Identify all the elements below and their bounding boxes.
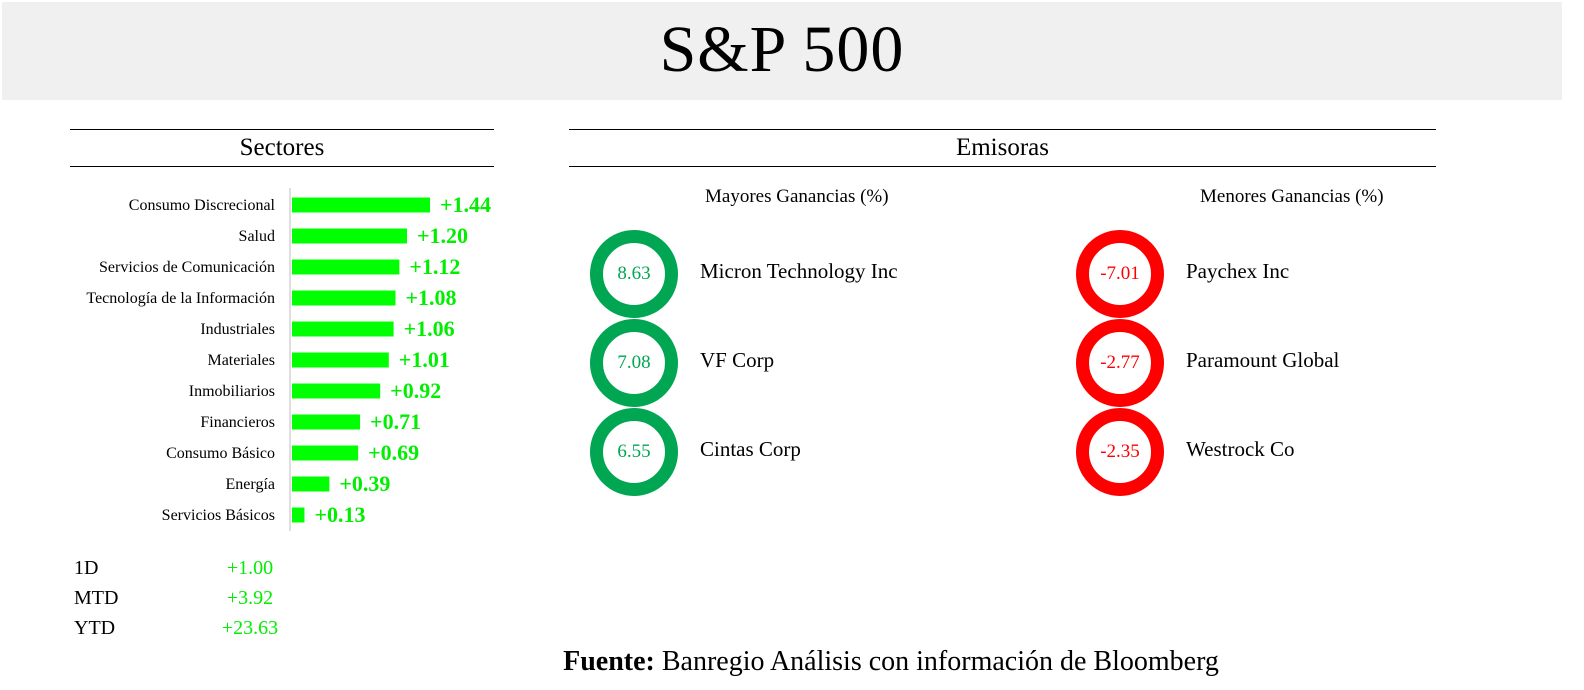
data-label: +1.08 [406,285,457,310]
bar [292,383,381,399]
summary-label: 1D [74,557,99,579]
data-label: +0.71 [370,409,421,434]
bar [292,321,394,337]
emisoras-header: Emisoras [569,129,1436,167]
data-label: +1.20 [417,223,468,248]
data-label: +1.01 [399,347,450,372]
losers-header: Menores Ganancias (%) [1200,186,1384,207]
bar [292,228,407,244]
summary-value: +1.00 [226,557,274,579]
sector-bar-chart: Consumo Discrecional +1.44 Salud +1.20 Servi… [86,188,491,531]
gainer-name: Micron Technology Inc [700,259,898,283]
gainer-value-ring: 6.55 [590,408,678,496]
category-label: Financieros [200,414,275,431]
data-label: +0.39 [339,471,390,496]
bar [292,197,430,213]
gainer-value-ring: 7.08 [590,319,678,407]
data-label: +0.69 [368,440,419,465]
gainer-name: Cintas Corp [700,437,801,461]
loser-value-ring: -2.77 [1076,319,1164,407]
loser-name: Paychex Inc [1186,259,1290,283]
summary-value: +23.63 [221,617,279,639]
data-label: +0.13 [314,502,365,527]
gainers-header: Mayores Ganancias (%) [705,186,889,207]
bar [292,352,389,368]
source-prefix: Fuente: [563,646,655,677]
bar [292,290,396,306]
loser-name: Westrock Co [1186,437,1295,461]
category-label: Tecnología de la Información [86,290,275,307]
category-label: Energía [226,476,275,493]
loser-value-ring: -2.35 [1076,408,1164,496]
category-label: Materiales [207,352,275,369]
category-label: Salud [239,228,275,245]
source-line: Fuente: Banregio Análisis con informació… [0,646,1584,678]
bar [292,259,400,275]
summary-value: +3.92 [226,587,274,609]
bar [292,414,361,430]
bar [292,445,359,461]
summary-label: MTD [74,587,119,609]
bar [292,476,330,492]
sectores-header: Sectores [70,129,494,167]
gainer-name: VF Corp [700,348,775,372]
loser-value-ring: -7.01 [1076,230,1164,318]
loser-name: Paramount Global [1186,348,1340,372]
category-label: Servicios Básicos [162,507,275,524]
bar [292,507,305,523]
data-label: +1.12 [409,254,460,279]
page-title: S&P 500 [659,13,905,86]
source-text: Banregio Análisis con información de Blo… [654,646,1219,677]
category-label: Consumo Básico [166,445,275,462]
category-label: Servicios de Comunicación [99,259,275,276]
data-label: +1.44 [440,192,491,217]
gainer-value-ring: 8.63 [590,230,678,318]
data-label: +0.92 [390,378,441,403]
title-bar: S&P 500 [2,2,1562,100]
category-label: Consumo Discrecional [129,197,276,214]
category-label: Inmobiliarios [189,383,275,400]
summary-label: YTD [74,617,116,639]
data-label: +1.06 [404,316,455,341]
category-label: Industriales [200,321,275,338]
